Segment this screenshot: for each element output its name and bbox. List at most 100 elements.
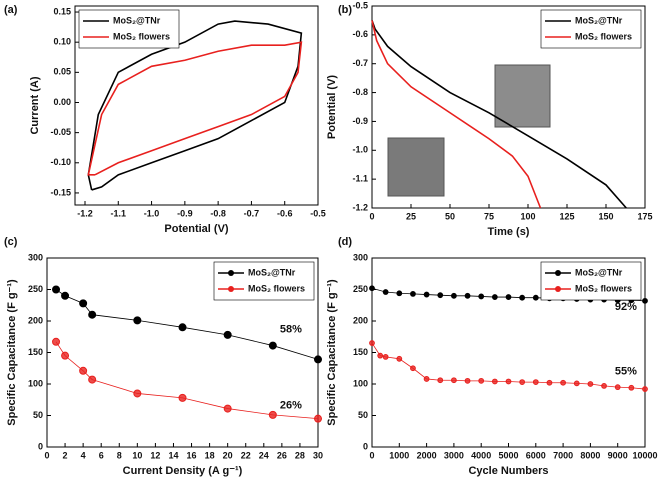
y-tick-label: 0 [363, 441, 368, 451]
y-tick-label: 200 [353, 315, 368, 325]
y-tick-label: -0.8 [352, 87, 368, 97]
legend-marker [228, 286, 234, 292]
data-point [79, 366, 88, 375]
y-tick-label: -0.6 [352, 29, 368, 39]
data-point [178, 393, 187, 402]
x-tick-label: 12 [150, 450, 160, 460]
legend-label: MoS₂@TNr [248, 267, 296, 277]
data-point [451, 377, 457, 384]
y-tick-label: 300 [353, 252, 368, 262]
y-tick-label: 0 [38, 441, 43, 451]
y-axis-title: Current (A) [29, 76, 41, 134]
annotation: 92% [615, 301, 637, 313]
y-tick-label: 50 [33, 410, 43, 420]
x-tick-label: 175 [637, 211, 652, 221]
panel-label: (d) [338, 236, 352, 248]
legend-label: MoS₂ flowers [575, 283, 632, 293]
data-point [519, 379, 526, 386]
y-tick-label: 50 [358, 410, 368, 420]
legend-box [78, 9, 180, 49]
data-point [423, 291, 430, 298]
y-tick-label: 0.00 [53, 97, 71, 107]
data-point [268, 341, 277, 350]
panel-label: (c) [4, 236, 18, 248]
data-point [491, 378, 498, 385]
y-tick-label: -0.15 [50, 187, 71, 197]
data-line [87, 41, 303, 176]
data-point [478, 377, 485, 384]
data-line [87, 20, 303, 191]
panel-label: (b) [338, 4, 352, 16]
y-tick-label: 250 [28, 284, 43, 294]
x-tick-label: 4000 [471, 450, 491, 460]
x-tick-label: 26 [277, 450, 287, 460]
y-tick-label: 100 [353, 378, 368, 388]
inset-image [494, 64, 551, 128]
legend-label: MoS₂@TNr [113, 15, 161, 25]
x-tick-label: 0 [44, 450, 49, 460]
y-tick-label: -1.2 [352, 202, 368, 212]
x-axis-title: Current Density (A g⁻¹) [123, 465, 243, 477]
x-tick-label: 28 [295, 450, 305, 460]
x-tick-label: 25 [406, 211, 416, 221]
x-tick-label: -0.7 [244, 208, 260, 218]
data-point [268, 410, 277, 419]
x-tick-label: 30 [313, 450, 323, 460]
x-tick-label: 5000 [498, 450, 518, 460]
data-point [314, 414, 322, 423]
inset-image [387, 137, 445, 197]
data-point [451, 292, 457, 299]
x-axis-title: Cycle Numbers [468, 465, 548, 477]
data-point [423, 376, 430, 382]
x-tick-label: 18 [205, 450, 215, 460]
x-tick-label: 100 [520, 211, 535, 221]
data-point [410, 365, 416, 372]
data-point [560, 379, 566, 386]
legend-label: MoS₂ flowers [575, 31, 632, 41]
x-tick-label: 22 [241, 450, 251, 460]
legend-box [213, 261, 315, 301]
legend-label: MoS₂ flowers [248, 283, 305, 293]
y-tick-label: 0.15 [53, 6, 71, 16]
legend-label: MoS₂ flowers [113, 31, 170, 41]
plot-frame [371, 5, 646, 209]
data-point [88, 310, 97, 319]
data-point [314, 355, 322, 364]
x-tick-label: 0 [369, 450, 374, 460]
x-tick-label: 125 [559, 211, 574, 221]
legend-box [540, 9, 642, 49]
data-line [371, 20, 542, 209]
x-axis-title: Potential (V) [164, 223, 229, 235]
y-tick-label: 300 [28, 252, 43, 262]
data-point [587, 381, 594, 387]
data-point [505, 378, 512, 385]
x-tick-label: -1.2 [77, 208, 93, 218]
data-point [52, 337, 61, 346]
x-tick-label: 75 [484, 211, 494, 221]
legend-label: MoS₂@TNr [575, 267, 623, 277]
data-point [369, 285, 375, 292]
x-tick-label: 1000 [389, 450, 409, 460]
x-tick-label: 7000 [553, 450, 573, 460]
data-line [371, 342, 646, 390]
y-tick-label: -0.05 [50, 127, 71, 137]
x-tick-label: 4 [81, 450, 86, 460]
data-point [223, 330, 232, 339]
data-point [464, 292, 471, 299]
y-axis-title: Specific Capacitance (F g⁻¹) [6, 279, 18, 426]
data-point [491, 294, 498, 300]
x-tick-label: 2 [63, 450, 68, 460]
legend-marker [555, 270, 561, 276]
data-point [628, 384, 635, 391]
y-tick-label: 100 [28, 378, 43, 388]
data-point [437, 292, 444, 299]
x-tick-label: 10 [132, 450, 142, 460]
data-point [369, 340, 375, 346]
x-tick-label: 2000 [417, 450, 437, 460]
data-point [601, 382, 607, 389]
x-tick-label: 20 [223, 450, 233, 460]
y-tick-label: -0.5 [352, 0, 368, 10]
x-tick-label: 10000 [632, 450, 657, 460]
y-tick-label: 0.05 [53, 67, 71, 77]
x-tick-label: 50 [445, 211, 455, 221]
